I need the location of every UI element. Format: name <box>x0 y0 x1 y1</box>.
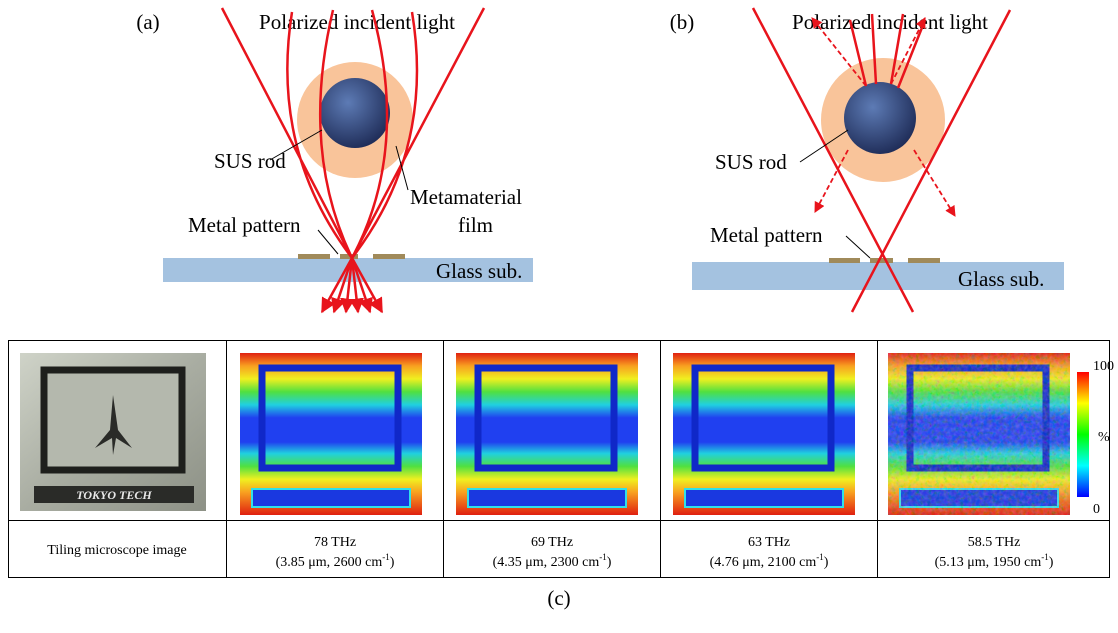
microscope-image: TOKYO TECH <box>20 353 206 511</box>
rod <box>844 82 916 154</box>
figure: (a) Polarized incident light SUS rod Met… <box>0 0 1118 628</box>
label: Glass sub. <box>436 259 522 283</box>
detail: (4.35 μm, 2300 cm-1) <box>493 552 612 570</box>
label: SUS rod <box>715 150 787 174</box>
label: film <box>458 213 493 237</box>
bottom-bar <box>685 489 843 507</box>
rod <box>320 78 390 148</box>
panel-b: (b) Polarized incident light SUS rod Met… <box>670 8 1064 312</box>
detail-close: ) <box>1049 555 1054 570</box>
detail-text: (5.13 μm, 1950 cm <box>935 555 1042 570</box>
colorbar-unit: % <box>1098 430 1110 445</box>
superscript: -1 <box>599 552 607 562</box>
detail-text: (4.76 μm, 2100 cm <box>710 555 817 570</box>
captions: 78 THz(3.85 μm, 2600 cm-1)69 THz(4.35 μm… <box>276 535 1054 570</box>
logo-text: TOKYO TECH <box>76 488 152 502</box>
detail-text: (4.35 μm, 2300 cm <box>493 555 600 570</box>
colorbar-min: 0 <box>1093 502 1100 517</box>
detail: (5.13 μm, 1950 cm-1) <box>935 552 1054 570</box>
caption: (c) <box>547 586 570 610</box>
superscript: -1 <box>816 552 824 562</box>
heatmap <box>888 353 1070 515</box>
detail-close: ) <box>390 555 395 570</box>
panel-label: (b) <box>670 10 695 34</box>
table: TOKYO TECH 100 % 0 Tiling microscope ima… <box>8 340 1114 578</box>
metal <box>908 258 940 263</box>
label: Glass sub. <box>958 267 1044 291</box>
detail: (4.76 μm, 2100 cm-1) <box>710 552 829 570</box>
metal <box>829 258 860 263</box>
row-header: Tiling microscope image <box>47 543 186 558</box>
page: (a) Polarized incident light SUS rod Met… <box>0 0 1118 633</box>
title: Polarized incident light <box>792 10 988 34</box>
detail: (3.85 μm, 2600 cm-1) <box>276 552 395 570</box>
heatmap <box>240 353 422 515</box>
superscript: -1 <box>1041 552 1049 562</box>
frequency: 63 THz <box>748 535 790 550</box>
bottom-bar <box>252 489 410 507</box>
metal <box>870 258 893 263</box>
panel-a: (a) Polarized incident light SUS rod Met… <box>136 8 533 312</box>
label: Metal pattern <box>710 223 823 247</box>
frequency: 69 THz <box>531 535 573 550</box>
detail-close: ) <box>824 555 829 570</box>
colorbar <box>1077 372 1089 497</box>
frequency: 58.5 THz <box>968 535 1021 550</box>
metal <box>298 254 330 259</box>
bottom-bar <box>468 489 626 507</box>
metal <box>373 254 405 259</box>
panel-label: (a) <box>136 10 159 34</box>
noise <box>888 353 1070 515</box>
frequency: 78 THz <box>314 535 356 550</box>
superscript: -1 <box>382 552 390 562</box>
detail-close: ) <box>607 555 612 570</box>
heatmap <box>673 353 855 515</box>
detail-text: (3.85 μm, 2600 cm <box>276 555 383 570</box>
label: Metamaterial <box>410 185 522 209</box>
colorbar-max: 100 <box>1093 359 1114 374</box>
label: SUS rod <box>214 149 286 173</box>
leader <box>846 236 870 258</box>
heatmaps <box>240 353 1070 515</box>
heatmap <box>456 353 638 515</box>
label: Metal pattern <box>188 213 301 237</box>
